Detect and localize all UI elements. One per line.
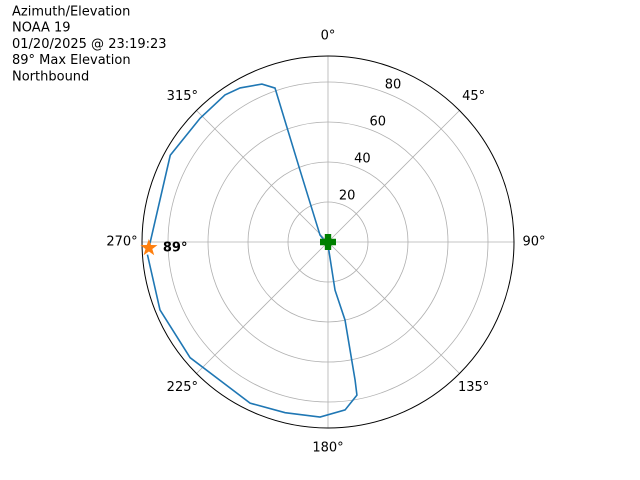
r-tick-label: 40 [354, 151, 371, 166]
r-tick-label: 60 [369, 114, 386, 129]
theta-tick-label: 270° [106, 235, 137, 250]
track-line [146, 83, 358, 418]
title-line: Northbound [12, 69, 89, 84]
outer-frame [141, 55, 515, 429]
r-tick-label: 20 [339, 188, 356, 203]
grid-spoke [196, 241, 329, 374]
title-line: NOAA 19 [12, 21, 71, 36]
title-line: Azimuth/Elevation [12, 5, 130, 20]
theta-tick-label: 225° [167, 380, 198, 395]
theta-tick-label: 135° [458, 380, 489, 395]
title-line: 01/20/2025 @ 23:19:23 [12, 37, 167, 52]
plus-marker [320, 234, 336, 250]
theta-tick-label: 45° [462, 89, 485, 104]
grid-spoke [327, 110, 460, 243]
r-tick-label: 80 [385, 77, 402, 92]
theta-tick-label: 180° [312, 441, 343, 456]
title-line: 89° Max Elevation [12, 53, 131, 68]
theta-tick-label: 0° [321, 29, 336, 44]
star-marker [140, 238, 158, 256]
theta-tick-label: 90° [522, 235, 545, 250]
grid-spoke [196, 110, 329, 243]
theta-tick-label: 315° [167, 89, 198, 104]
grid-spoke [327, 241, 460, 374]
marker-annotation: 89° [163, 240, 188, 255]
